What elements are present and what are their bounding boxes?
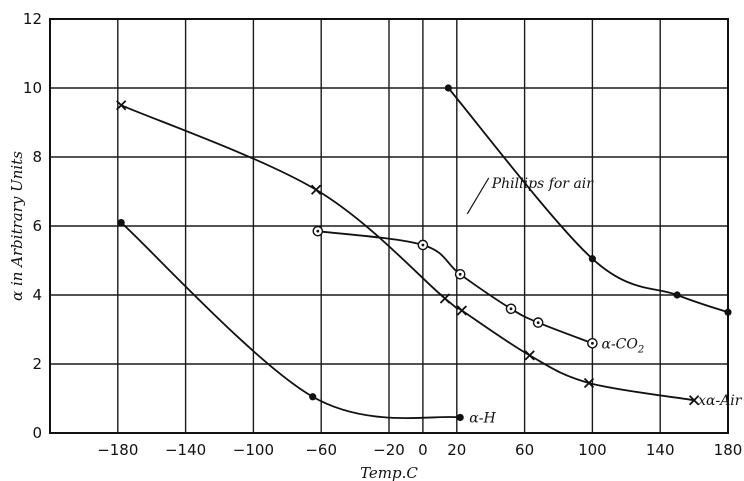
annotation-subscript: 2 (637, 344, 644, 355)
x-tick-label: 140 (646, 441, 675, 459)
x-tick-labels: −180 −140 −100 −60 −20 0 20 60 100 140 180 (97, 441, 742, 459)
x-tick-label: −140 (165, 441, 206, 459)
data-point-air (310, 184, 322, 195)
series-line-air (120, 104, 695, 402)
data-point-co2 (454, 268, 466, 280)
data-point-air (524, 350, 535, 361)
annotation-co: α-CO2 (601, 336, 644, 355)
y-tick-label: 0 (32, 424, 42, 442)
y-tick-label: 12 (23, 10, 42, 28)
annotations: Phillips for air α-CO2 xα-Air α-H (466, 176, 743, 426)
marker-center (316, 229, 320, 233)
annotation-x-air: xα-Air (698, 393, 743, 409)
x-tick-label: 60 (515, 441, 534, 459)
y-tick-label: 6 (32, 217, 42, 235)
series-line-co2 (317, 230, 593, 345)
data-point-air (456, 305, 468, 316)
data-point-co2 (312, 225, 324, 237)
x-tick-label: 180 (714, 441, 743, 459)
data-point-phillips-for-air (444, 84, 452, 92)
data-point-air (116, 100, 127, 111)
x-tick-label: 100 (578, 441, 607, 459)
marker-center (591, 341, 594, 345)
annotation-phillips-for-air: Phillips for air (491, 176, 595, 192)
y-tick-label: 2 (32, 355, 42, 373)
annotation-pointer (466, 177, 490, 215)
data-point-phillips-for-air (588, 255, 597, 263)
data-point-co2 (532, 317, 544, 328)
x-tick-label: −180 (97, 441, 138, 459)
y-tick-label: 4 (32, 286, 42, 304)
data-point-air (439, 293, 451, 304)
y-tick-labels: 0 2 4 6 8 10 12 (23, 10, 42, 442)
data-point-phillips-for-air (673, 291, 681, 299)
grid (50, 18, 729, 434)
series-line-phillips-for-air (447, 87, 729, 314)
y-tick-label: 8 (32, 148, 42, 166)
data-point-air (583, 377, 595, 389)
data-point-phillips-for-air (724, 308, 732, 316)
x-tick-label: 0 (418, 441, 428, 459)
data-point-co2 (587, 337, 598, 349)
series-markers (116, 84, 732, 422)
data-point-co2 (505, 303, 517, 315)
x-tick-label: −100 (233, 441, 274, 459)
marker-center (421, 243, 425, 247)
series-curves (120, 87, 729, 420)
data-point-h (456, 413, 464, 422)
annotation-h: α-H (469, 410, 496, 426)
marker-center (536, 321, 540, 324)
y-axis-label: α in Arbitrary Units (8, 151, 26, 301)
data-point-co2 (417, 239, 429, 251)
marker-center (509, 307, 513, 311)
x-tick-label: −60 (305, 441, 337, 459)
data-point-h (309, 393, 317, 401)
marker-center (458, 272, 462, 276)
y-tick-label: 10 (23, 79, 42, 97)
plot-frame (49, 18, 729, 434)
series-line-h (120, 221, 461, 420)
data-point-air (688, 395, 700, 406)
x-tick-label: 20 (447, 441, 466, 459)
x-axis-label: Temp.C (360, 464, 418, 481)
x-tick-label: −20 (373, 441, 405, 459)
data-point-h (117, 218, 125, 227)
